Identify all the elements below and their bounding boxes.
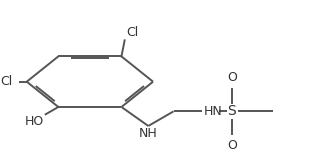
Text: HN: HN xyxy=(204,105,222,118)
Text: HO: HO xyxy=(25,115,44,128)
Text: NH: NH xyxy=(139,127,158,140)
Text: O: O xyxy=(227,71,237,84)
Text: Cl: Cl xyxy=(126,26,138,39)
Text: S: S xyxy=(227,104,236,118)
Text: O: O xyxy=(227,139,237,152)
Text: Cl: Cl xyxy=(0,75,12,88)
